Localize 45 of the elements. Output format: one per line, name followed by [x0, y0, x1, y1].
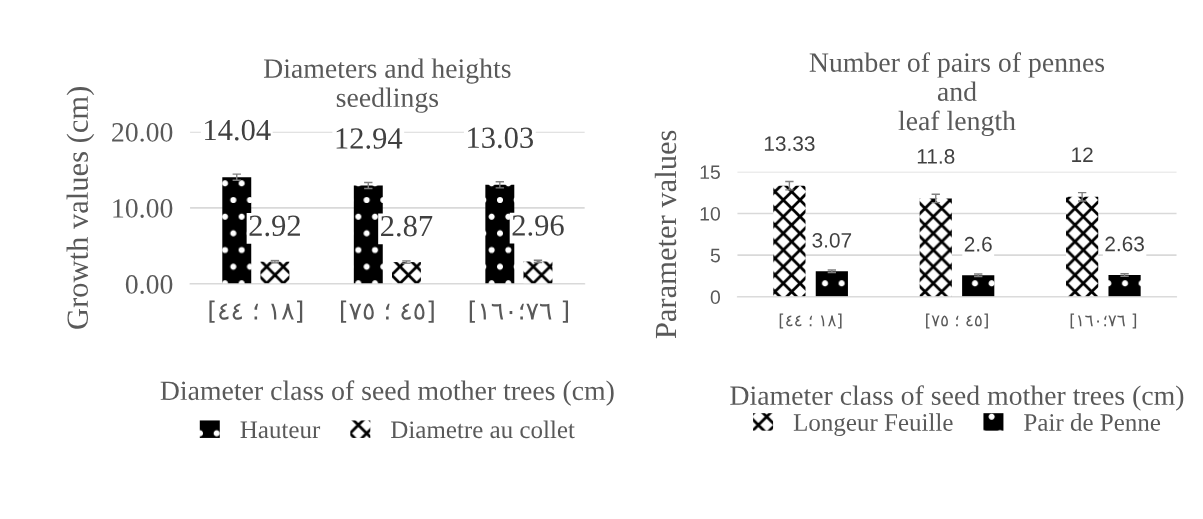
- bar: [1108, 274, 1141, 297]
- bar: [391, 262, 421, 284]
- legend-label: Hauteur: [240, 421, 321, 439]
- bar: [919, 198, 952, 297]
- data-label: 14.04: [205, 119, 271, 141]
- chart-title: Number of pairs of pennes and leaf length: [809, 52, 1105, 137]
- bar: [815, 271, 848, 297]
- data-label: 13.33: [764, 136, 815, 152]
- y-tick-label: 15: [700, 165, 720, 180]
- legend-label: Pair de Penne: [1024, 413, 1161, 431]
- x-axis-title: Diameter class of seed mother trees (cm): [730, 385, 1184, 411]
- bar: [1066, 196, 1099, 297]
- y-tick-label: 10: [700, 206, 721, 221]
- data-label: 2.92: [249, 215, 300, 237]
- x-tick-label: [٤٤ ؛ ١٨]: [779, 313, 842, 329]
- bar: [773, 185, 806, 297]
- x-tick-label: [١٦٠؛٧٦ ]: [1070, 313, 1137, 329]
- data-label: 3.07: [812, 232, 852, 248]
- bar: [353, 185, 383, 284]
- x-tick-label: [٧٥ ؛ ٤٥]: [340, 300, 434, 323]
- data-label: 12.94: [336, 128, 403, 149]
- x-tick-label: [١٦٠؛٧٦ ]: [469, 300, 569, 323]
- x-tick-label: [٤٤ ؛ ١٨]: [209, 300, 303, 323]
- y-axis-title: Parameter values: [654, 130, 677, 339]
- data-label: 2.6: [964, 236, 992, 252]
- bar: [962, 275, 995, 297]
- y-tick-label: 20.00: [112, 122, 173, 142]
- data-label: 2.87: [381, 215, 433, 237]
- data-label: 2.96: [512, 215, 564, 236]
- y-tick-label: 0.00: [125, 275, 173, 294]
- x-tick-label: [٧٥ ؛ ٤٥]: [926, 313, 988, 329]
- y-tick-label: 10.00: [113, 199, 173, 218]
- bar: [523, 261, 553, 284]
- y-tick-label: 0: [710, 290, 721, 305]
- bar: [260, 261, 290, 284]
- chart-title: Diameters and heights seedlings: [263, 58, 511, 113]
- data-label: 11.8: [917, 149, 955, 164]
- data-label: 2.63: [1105, 236, 1144, 252]
- data-label: 13.03: [468, 127, 533, 149]
- legend-label: Longeur Feuille: [793, 413, 953, 437]
- y-axis-title: Growth values (cm): [66, 87, 95, 329]
- legend-label: Diametre au collet: [391, 420, 575, 439]
- x-axis-title: Diameter class of seed mother trees (cm): [160, 380, 614, 406]
- data-label: 12: [1072, 147, 1093, 162]
- y-tick-label: 5: [710, 248, 720, 263]
